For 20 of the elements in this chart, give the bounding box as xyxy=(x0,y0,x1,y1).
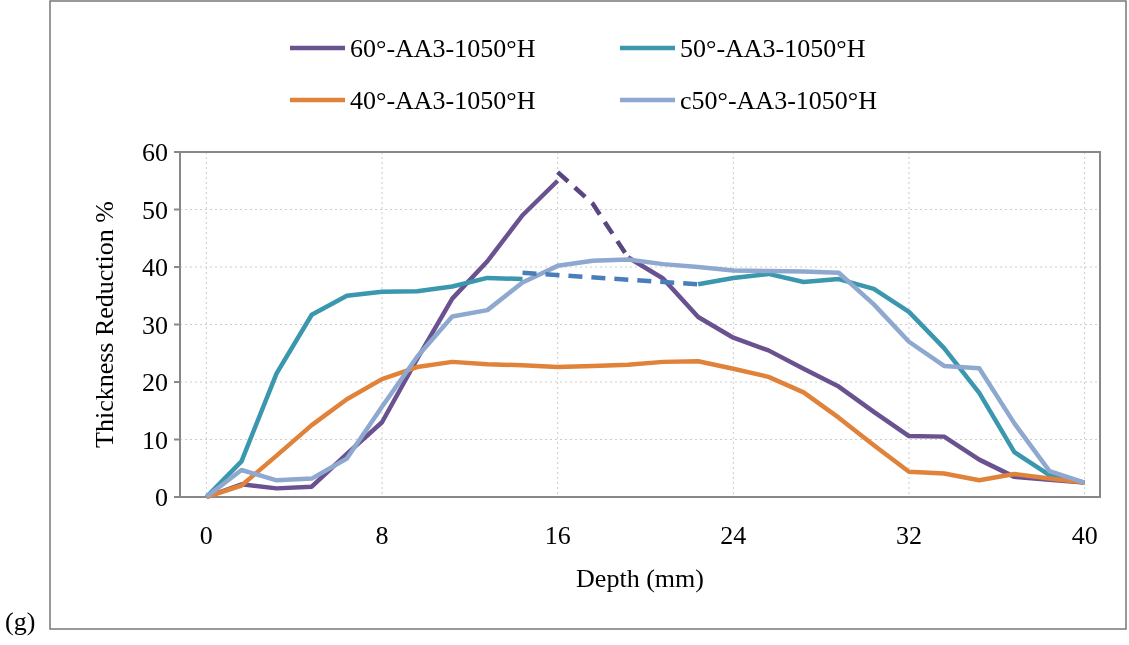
text: (g) xyxy=(5,607,36,636)
y-tick-label: 20 xyxy=(142,368,168,398)
x-tick-label: 8 xyxy=(375,521,389,550)
y-tick-label: 60 xyxy=(142,138,168,168)
x-tick-label: 0 xyxy=(199,521,213,550)
y-tick-label: 30 xyxy=(142,310,168,340)
x-axis-title: Depth (mm) xyxy=(576,564,704,593)
x-tick-label: 32 xyxy=(895,521,922,550)
legend-label: 40°-AA3-1050°H xyxy=(350,86,536,115)
y-axis-title: Thickness Reduction % xyxy=(90,201,119,448)
x-tick-label: 16 xyxy=(544,521,571,550)
x-tick-label: 40 xyxy=(1071,521,1098,550)
legend-label: c50°-AA3-1050°H xyxy=(680,86,878,115)
y-tick-label: 50 xyxy=(142,195,168,225)
y-tick-label: 10 xyxy=(142,425,168,455)
x-tick-label: 24 xyxy=(720,521,747,550)
y-tick-label: 40 xyxy=(142,253,168,283)
legend-label: 50°-AA3-1050°H xyxy=(680,34,866,63)
legend-label: 60°-AA3-1050°H xyxy=(350,34,536,63)
y-tick-label: 0 xyxy=(155,483,168,513)
